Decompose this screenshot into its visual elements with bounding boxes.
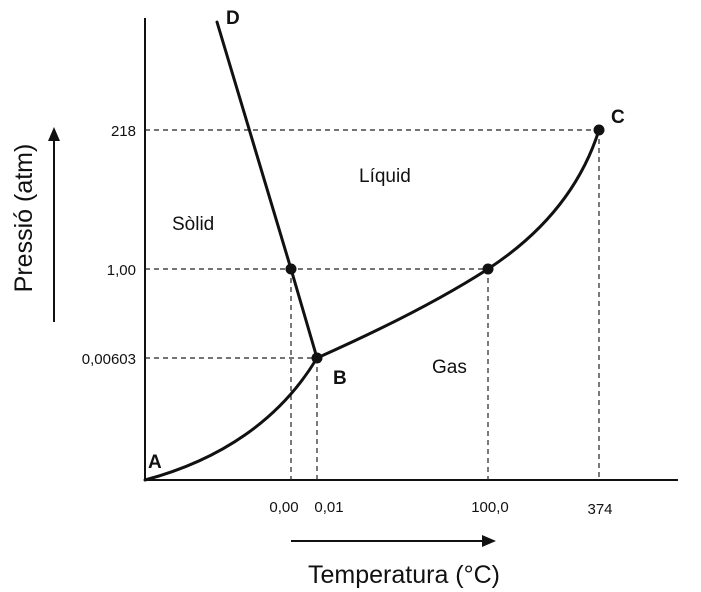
x-arrowhead: [482, 535, 496, 547]
y-arrowhead: [48, 127, 60, 141]
point-label-a: A: [148, 452, 162, 473]
y-axis-label: Pressió (atm): [10, 144, 38, 293]
y-tick-label-218: 218: [111, 123, 136, 140]
x-tick-label-374: 374: [587, 501, 612, 518]
point-label-d: D: [226, 8, 240, 29]
curve-b-c: [315, 128, 601, 360]
region-label-gas: Gas: [432, 357, 467, 378]
x-axis-label: Temperatura (°C): [308, 561, 500, 589]
curve-b-d: [215, 20, 319, 360]
curve-a-b: [143, 356, 319, 482]
region-label-solid: Sòlid: [172, 214, 214, 235]
x-tick-label-0-01: 0,01: [314, 499, 343, 516]
point-label-c: C: [611, 107, 625, 128]
y-tick-label-0-00603: 0,00603: [82, 351, 136, 368]
x-tick-label-100: 100,0: [471, 499, 509, 516]
y-tick-label-1: 1,00: [107, 262, 136, 279]
point-b: [311, 352, 323, 364]
x-tick-label-0: 0,00: [269, 499, 298, 516]
point-label-b: B: [333, 368, 347, 389]
region-label-liquid: Líquid: [359, 166, 411, 187]
point-melting: [285, 263, 297, 275]
point-c: [593, 124, 605, 136]
point-boiling: [482, 263, 494, 275]
